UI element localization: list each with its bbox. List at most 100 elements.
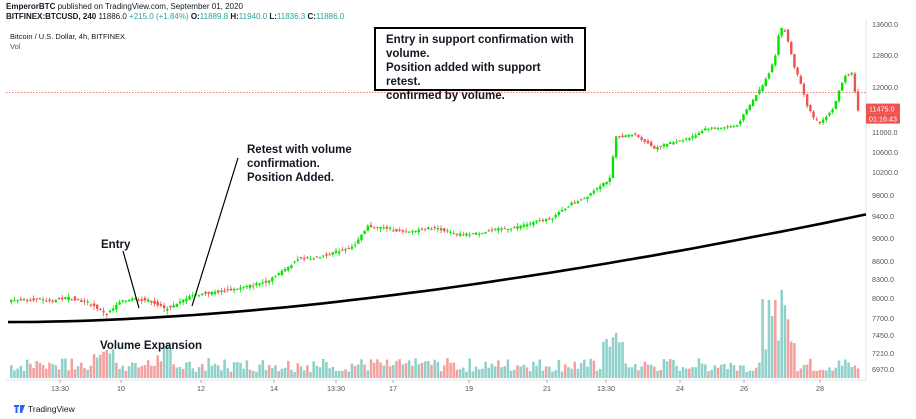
candle-body	[758, 89, 761, 94]
volume-bar	[401, 364, 405, 378]
candle-body	[252, 285, 255, 287]
volume-bar	[175, 367, 179, 378]
candle-body	[197, 295, 201, 297]
candle-body	[162, 305, 166, 309]
candle-body	[707, 128, 710, 130]
candle-body	[694, 135, 697, 138]
candle-body	[341, 249, 344, 251]
volume-bar	[471, 371, 475, 378]
candle-body	[681, 140, 685, 142]
volume-bar	[140, 365, 144, 378]
candle-body	[86, 301, 89, 303]
candle-body	[204, 292, 207, 294]
volume-bar	[121, 365, 124, 378]
candle-body	[185, 298, 188, 302]
candle-body	[232, 288, 236, 291]
volume-bar	[824, 370, 828, 378]
volume-bar	[815, 370, 818, 378]
volume-bar	[32, 368, 35, 378]
candle-body	[264, 280, 268, 283]
volume-bar	[748, 370, 752, 378]
volume-bar	[621, 341, 624, 378]
candle-body	[411, 231, 414, 233]
candle-body	[169, 305, 172, 308]
volume-bar	[344, 369, 347, 378]
candle-body	[780, 27, 783, 36]
candle-body	[618, 136, 621, 138]
volume-bar	[165, 344, 169, 378]
candle-body	[13, 300, 16, 302]
candle-body	[51, 300, 54, 302]
candle-body	[159, 303, 163, 306]
volume-bar	[732, 365, 736, 378]
price-tick-label: 9800.0	[872, 191, 894, 200]
candle-body	[423, 228, 427, 230]
candle-body	[595, 188, 599, 190]
candle-body	[121, 300, 124, 302]
candle-body	[490, 229, 494, 231]
candle-body	[258, 283, 261, 285]
time-tick-label: 21	[543, 384, 551, 393]
candle-body	[462, 234, 465, 236]
volume-bar	[226, 368, 230, 378]
candle-body	[519, 225, 522, 229]
volume-bar	[108, 353, 112, 378]
change: +215.0 (+1.84%)	[129, 12, 189, 21]
volume-bar	[417, 364, 421, 378]
candle-body	[433, 227, 436, 229]
candle-body	[366, 225, 370, 231]
volume-bar	[245, 360, 249, 378]
price-tick-label: 7700.0	[872, 314, 894, 323]
entry-annotation[interactable]: Entry	[101, 239, 131, 251]
volume-bar	[513, 369, 516, 378]
last-price-tag	[866, 103, 900, 114]
volume-bar	[102, 351, 105, 378]
volume-bar	[433, 359, 436, 378]
volume-bar	[608, 346, 612, 378]
candle-body	[267, 280, 271, 283]
volume-bar	[796, 371, 799, 378]
candle-body	[45, 300, 48, 302]
price-tick-label: 7450.0	[872, 331, 894, 340]
volume-bar	[672, 359, 675, 378]
volume-bar	[70, 358, 74, 378]
volume-bar	[719, 364, 723, 378]
time-tick-label: 24	[676, 384, 684, 393]
candle-body	[726, 126, 729, 128]
volume-bar	[404, 363, 408, 378]
volume-bar	[255, 371, 258, 378]
volume-bar	[764, 349, 768, 378]
volume-bar	[350, 363, 354, 378]
volume-bar	[598, 369, 602, 378]
volume-bar	[818, 369, 822, 378]
volume-bar	[334, 370, 338, 378]
candle-body	[57, 298, 61, 300]
tradingview-logo[interactable]: TradingView	[14, 404, 75, 414]
volume-expansion-annotation[interactable]: Volume Expansion	[100, 340, 203, 352]
candle-body	[640, 137, 643, 140]
candle-body	[143, 297, 147, 301]
volume-bar	[267, 365, 271, 378]
candle-body	[213, 291, 217, 294]
volume-bar	[194, 371, 198, 378]
candle-body	[395, 228, 398, 232]
volume-bar	[477, 369, 481, 378]
annotation-box[interactable]: Entry in support confirmation with volum…	[374, 27, 586, 102]
candle-body	[283, 268, 287, 272]
retest-annotation[interactable]: Retest with volume confirmation. Positio…	[247, 144, 352, 184]
volume-bar	[229, 371, 233, 378]
candle-body	[35, 298, 38, 300]
volume-bar	[474, 366, 478, 378]
volume-bar	[812, 370, 815, 378]
volume-bar	[407, 360, 411, 378]
candle-body	[306, 257, 309, 259]
volume-bar	[678, 370, 682, 378]
candle-body	[602, 183, 605, 187]
low: 11836.3	[276, 12, 306, 21]
candle-body	[379, 227, 382, 229]
candle-body	[484, 232, 487, 234]
candle-body	[669, 142, 672, 144]
volume-bar	[675, 365, 678, 378]
candle-body	[560, 209, 564, 212]
